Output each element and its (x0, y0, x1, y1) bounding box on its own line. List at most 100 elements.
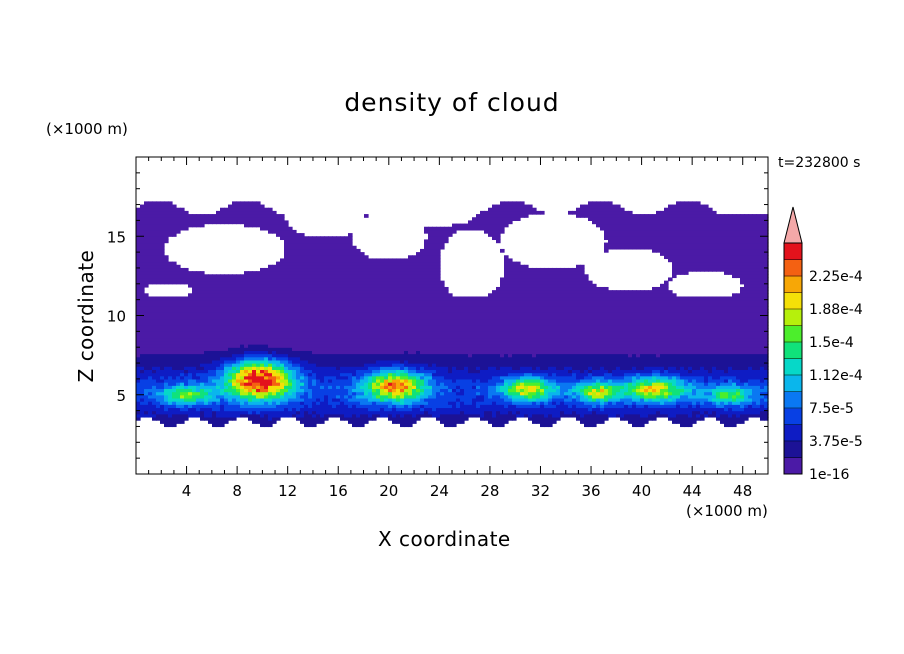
contour-cell (136, 372, 141, 377)
contour-cell (352, 312, 357, 317)
contour-cell (428, 401, 433, 405)
contour-cell (364, 369, 369, 374)
contour-cell (404, 382, 409, 386)
contour-cell (468, 401, 473, 405)
contour-cell (136, 258, 141, 263)
contour-cell (264, 375, 269, 380)
contour-cell (284, 229, 289, 234)
contour-cell (136, 277, 141, 282)
contour-cell (216, 407, 221, 412)
contour-cell (316, 328, 321, 332)
contour-cell (188, 375, 193, 380)
contour-cell (332, 356, 337, 361)
contour-cell (280, 220, 285, 225)
contour-cell (280, 305, 285, 310)
contour-cell (188, 350, 193, 355)
contour-cell (460, 296, 465, 301)
contour-cell (384, 261, 389, 266)
contour-cell (260, 344, 265, 348)
contour-cell (264, 388, 269, 393)
contour-cell (192, 283, 197, 288)
contour-cell (336, 391, 341, 396)
contour-cell (388, 271, 393, 275)
contour-cell (440, 356, 445, 361)
contour-cell (304, 331, 309, 336)
contour-cell (420, 372, 425, 377)
contour-cell (344, 375, 349, 380)
contour-cell (392, 356, 397, 361)
contour-cell (460, 318, 465, 323)
contour-cell (248, 299, 253, 304)
contour-cell (332, 382, 337, 386)
contour-cell (292, 413, 297, 418)
contour-cell (296, 378, 301, 383)
contour-cell (176, 309, 181, 313)
contour-cell (288, 328, 293, 332)
contour-cell (336, 248, 341, 253)
contour-cell (452, 302, 457, 307)
contour-cell (196, 334, 201, 339)
contour-cell (396, 388, 401, 393)
contour-cell (228, 328, 233, 332)
contour-cell (244, 356, 249, 361)
contour-cell (160, 372, 165, 377)
contour-cell (296, 397, 301, 402)
contour-cell (268, 388, 273, 393)
contour-cell (284, 245, 289, 250)
contour-cell (164, 331, 169, 336)
contour-cell (164, 271, 169, 275)
contour-cell (280, 258, 285, 263)
contour-cell (492, 337, 497, 342)
contour-cell (172, 359, 177, 364)
contour-cell (392, 280, 397, 285)
contour-cell (284, 385, 289, 390)
contour-cell (372, 337, 377, 342)
contour-cell (424, 248, 429, 253)
contour-cell (224, 337, 229, 342)
contour-cell (384, 356, 389, 361)
contour-cell (268, 378, 273, 383)
contour-cell (428, 261, 433, 266)
contour-cell (244, 394, 249, 399)
contour-cell (492, 331, 497, 336)
contour-cell (192, 401, 197, 405)
contour-cell (212, 423, 217, 428)
contour-cell (196, 220, 201, 225)
contour-cell (144, 328, 149, 332)
contour-cell (280, 309, 285, 313)
contour-cell (456, 353, 461, 358)
contour-cell (296, 334, 301, 339)
contour-cell (304, 274, 309, 279)
contour-cell (320, 340, 325, 345)
contour-cell (148, 401, 153, 405)
contour-cell (316, 366, 321, 370)
contour-cell (160, 397, 165, 402)
contour-cell (316, 331, 321, 336)
contour-cell (340, 296, 345, 301)
contour-cell (372, 283, 377, 288)
contour-cell (160, 382, 165, 386)
contour-cell (264, 325, 269, 329)
contour-cell (376, 388, 381, 393)
contour-cell (244, 210, 249, 215)
contour-cell (472, 375, 477, 380)
contour-cell (480, 210, 485, 215)
contour-cell (408, 407, 413, 412)
contour-cell (440, 286, 445, 291)
contour-cell (368, 337, 373, 342)
contour-cell (232, 296, 237, 301)
contour-cell (340, 305, 345, 310)
contour-cell (336, 388, 341, 393)
contour-cell (136, 353, 141, 358)
contour-cell (252, 394, 257, 399)
contour-cell (408, 420, 413, 424)
contour-cell (240, 397, 245, 402)
contour-cell (216, 302, 221, 307)
contour-cell (332, 328, 337, 332)
contour-cell (324, 407, 329, 412)
contour-cell (320, 293, 325, 298)
contour-cell (432, 372, 437, 377)
contour-cell (160, 309, 165, 313)
contour-cell (268, 264, 273, 269)
contour-cell (492, 226, 497, 231)
